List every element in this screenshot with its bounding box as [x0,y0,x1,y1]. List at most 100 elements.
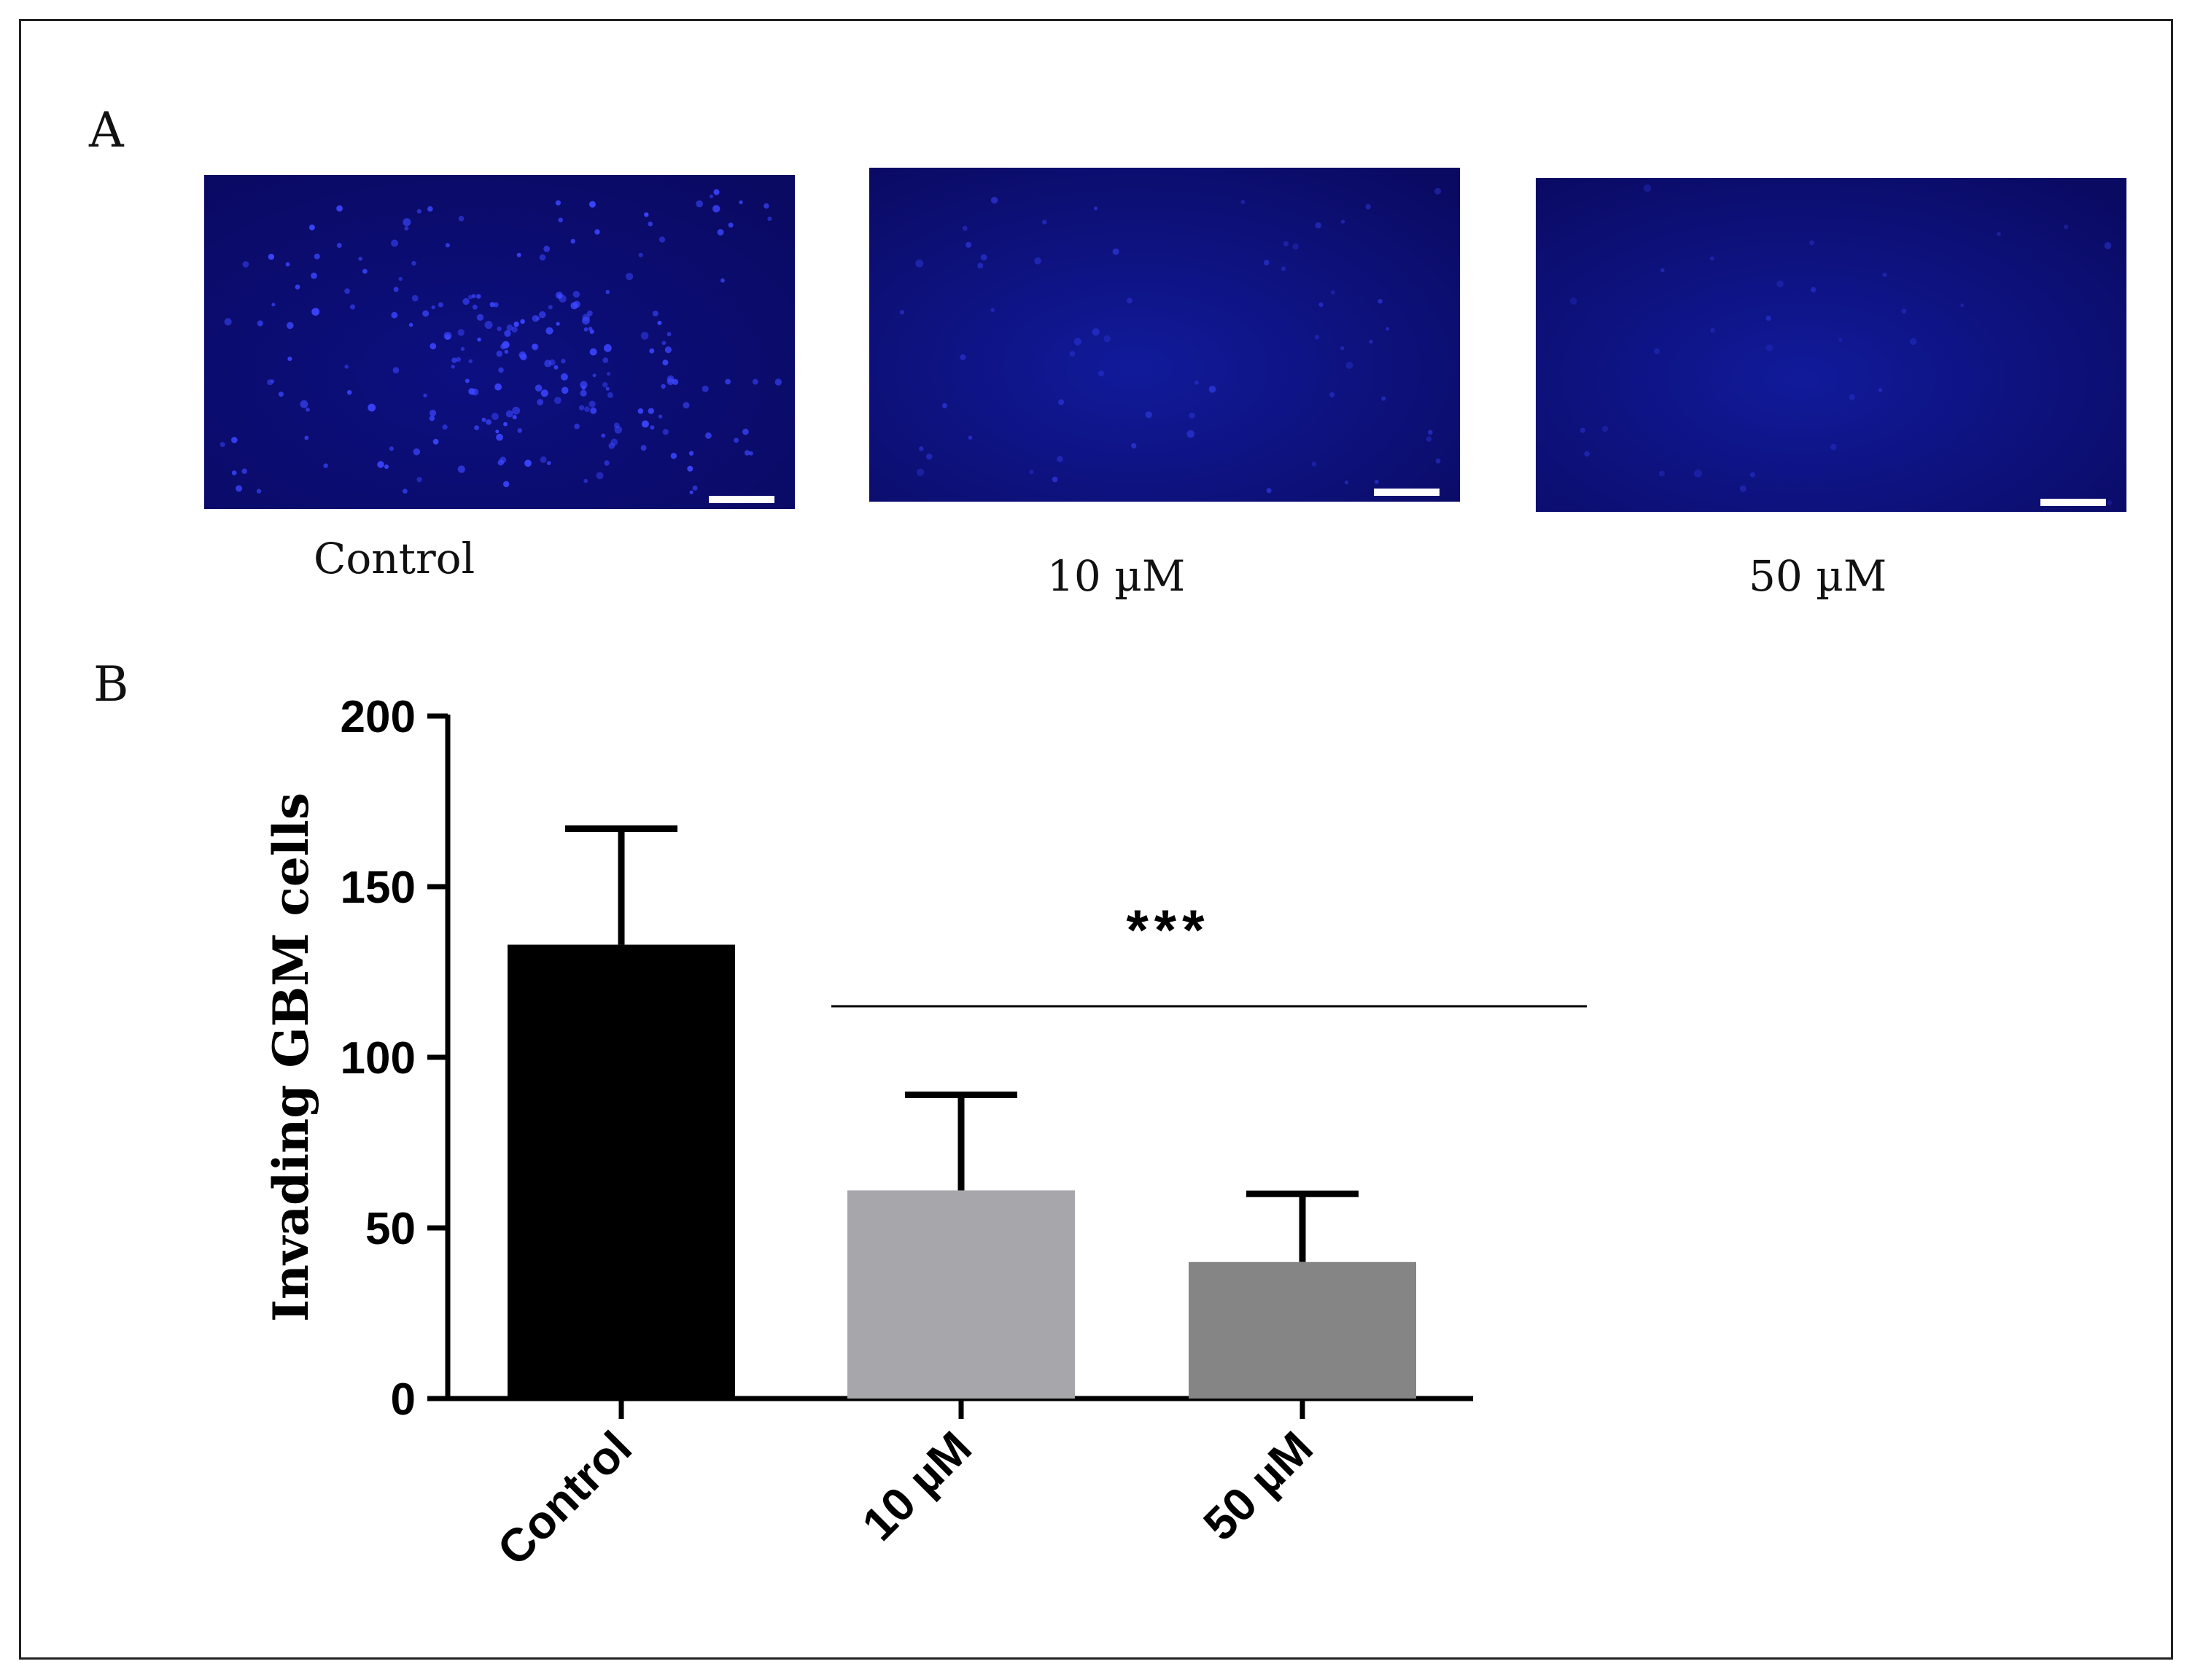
nucleus [670,453,677,459]
nucleus [1029,470,1034,475]
nucleus [384,464,389,469]
nucleus [720,278,725,283]
nucleus [588,201,596,208]
nucleus [1386,327,1390,331]
nucleus [548,359,556,366]
nucleus [1901,308,1907,314]
nucleus [1776,280,1784,288]
nucleus [451,357,457,363]
nucleus [748,451,753,456]
nucleus [540,389,548,397]
nucleus [608,443,615,449]
nucleus [408,322,413,327]
nucleus [451,365,455,369]
nucleus [605,289,610,295]
nucleus [476,314,484,321]
nucleus [739,200,743,205]
nucleus [1369,340,1373,344]
nucleus [767,217,772,221]
nucleus [304,435,309,440]
nucleus [650,425,655,430]
nucleus [1052,476,1058,483]
nucleus [926,453,933,460]
nucleus [980,254,987,261]
x-tick-label: 10 µM [852,1421,982,1551]
nucleus [311,272,317,279]
nucleus [661,341,667,346]
nucleus [497,326,502,332]
nucleus [1194,380,1199,385]
nucleus [589,348,597,356]
nucleus [1660,268,1665,273]
nucleus [752,378,758,385]
nucleus [1057,456,1063,462]
nucleus [592,373,597,378]
nucleus [306,407,310,412]
nucleus [300,400,308,408]
nucleus [481,417,486,422]
nucleus [503,421,508,427]
nucleus [602,382,608,388]
nucleus [391,239,399,247]
nucleus [688,451,694,456]
y-tick-label: 100 [341,1033,416,1084]
nucleus [1654,348,1660,354]
nucleus [915,259,924,268]
nucleus [391,311,398,319]
micrograph-50um [1536,178,2126,512]
nucleus [1569,298,1577,305]
nucleus [465,378,470,384]
nucleus [516,252,521,257]
nucleus [1765,315,1771,321]
y-tick-label: 50 [365,1204,416,1254]
nucleus [601,433,606,438]
nucleus [919,446,924,451]
nucleus [457,329,465,336]
nucleus [477,338,481,342]
nucleus [559,295,567,303]
nucleus [416,209,421,214]
nucleus [587,310,593,316]
nucleus [916,468,925,476]
nucleus [1830,443,1837,451]
nucleus [604,344,612,352]
nucleus [2063,224,2069,230]
micrograph-background [869,168,1460,502]
nucleus [1126,298,1133,304]
significance-label: *** [1126,898,1210,962]
nucleus [1112,248,1119,255]
nucleus [637,408,644,414]
nucleus [468,359,473,363]
nucleus [1329,392,1335,397]
nucleus [524,459,532,467]
y-tick-label: 150 [341,863,416,913]
nucleus [308,224,315,230]
panel-a-label: A [89,102,124,158]
nucleus [1381,396,1386,401]
nucleus [445,243,450,248]
nucleus [705,432,712,439]
nucleus [1810,287,1817,292]
nucleus [607,372,611,376]
nucleus [1584,451,1590,457]
nucleus [1283,241,1289,246]
nucleus [725,378,731,385]
nucleus [1240,200,1246,204]
nucleus [764,203,769,209]
nucleus [1374,479,1379,484]
nucleus [582,316,590,325]
nucleus [1710,327,1715,333]
nucleus [285,262,290,267]
nucleus [404,226,409,231]
nucleus [941,402,947,408]
nucleus [393,287,399,292]
nucleus [692,485,698,491]
nucleus [430,343,437,350]
nucleus [1094,206,1098,211]
nucleus [1749,472,1755,478]
micrograph-background [204,175,795,509]
nucleus [990,308,995,312]
nucleus [1909,338,1917,346]
scale-bar [1374,489,1440,496]
nucleus [512,406,521,415]
